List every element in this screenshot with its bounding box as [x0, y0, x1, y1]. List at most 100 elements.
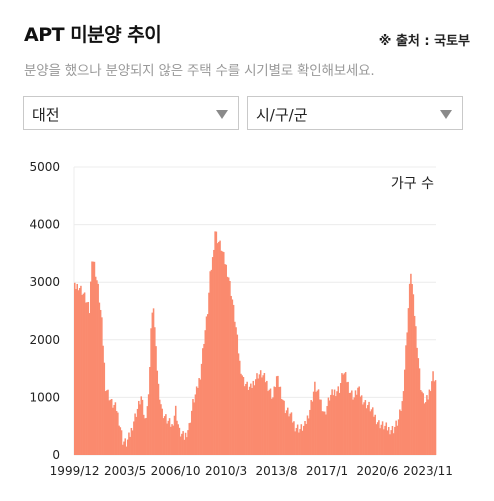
bar — [271, 398, 273, 455]
bar — [162, 418, 165, 455]
bar — [149, 366, 151, 455]
bar — [291, 422, 294, 455]
bar — [290, 412, 293, 455]
bar — [354, 390, 357, 455]
bar — [112, 407, 114, 455]
bar — [259, 370, 262, 455]
bar — [342, 374, 344, 455]
bar — [347, 381, 349, 455]
bar — [99, 309, 102, 455]
bar — [114, 402, 117, 455]
bar — [317, 389, 320, 455]
bar — [257, 378, 259, 455]
bar — [208, 292, 210, 455]
bar — [312, 391, 315, 455]
bar — [376, 422, 379, 455]
bar — [156, 370, 159, 455]
bar — [101, 317, 103, 455]
bar — [330, 394, 332, 455]
bar — [171, 424, 173, 455]
district-select[interactable]: 시/구/군 — [247, 96, 463, 130]
bar — [144, 418, 146, 455]
district-select-value: 시/구/군 — [256, 106, 308, 124]
bar — [427, 399, 429, 455]
bar — [147, 394, 150, 455]
unsold-apartments-chart: 0 1000 2000 3000 4000 5000 1999/12 2003/5 2006/… — [29, 160, 452, 478]
bar — [358, 386, 360, 455]
bar — [155, 346, 157, 455]
bar — [216, 243, 219, 455]
bar — [380, 424, 383, 455]
bar — [197, 387, 199, 455]
chart-grid — [73, 166, 436, 456]
bar — [214, 231, 216, 455]
bar — [307, 418, 310, 455]
bar — [85, 302, 87, 455]
bar — [367, 405, 369, 455]
bar — [82, 293, 85, 455]
bar — [102, 345, 104, 455]
bar — [74, 282, 76, 455]
bar — [88, 313, 91, 455]
bar — [166, 423, 168, 455]
bar — [362, 404, 364, 455]
bar — [397, 419, 400, 455]
bar — [333, 389, 336, 455]
bar — [227, 277, 230, 455]
bar — [351, 390, 353, 455]
bar — [173, 415, 176, 455]
bar — [328, 400, 331, 455]
bar — [219, 240, 221, 455]
bar — [359, 396, 362, 455]
bar — [184, 432, 187, 455]
bar — [428, 389, 431, 455]
x-tick-label: 2020/6 — [356, 464, 398, 478]
bar — [177, 424, 179, 455]
bar — [176, 420, 178, 455]
bar — [298, 432, 300, 455]
bar — [109, 399, 112, 455]
bar — [76, 283, 78, 455]
bar — [429, 391, 432, 455]
bar — [375, 424, 378, 455]
y-tick-label: 0 — [52, 448, 60, 462]
bar — [170, 426, 172, 455]
bar — [160, 404, 162, 455]
bar — [395, 420, 397, 455]
bar — [285, 410, 288, 455]
bar — [274, 387, 277, 455]
y-tick-label: 4000 — [29, 218, 60, 232]
bar — [413, 315, 416, 455]
bar — [125, 446, 128, 455]
region-select[interactable]: 대전 — [23, 96, 239, 130]
bar — [406, 332, 408, 455]
bar — [133, 421, 135, 455]
bar — [198, 378, 200, 455]
bar — [77, 290, 80, 455]
x-tick-label: 2006/10 — [151, 464, 201, 478]
bar — [295, 427, 298, 455]
bar — [412, 294, 415, 455]
bar — [141, 399, 144, 455]
bar — [215, 231, 218, 455]
bar — [256, 373, 258, 455]
bar — [182, 431, 184, 455]
bar — [277, 375, 279, 455]
bar — [189, 422, 192, 455]
bar — [113, 405, 115, 455]
bar — [142, 414, 145, 455]
bar — [140, 396, 143, 455]
bar — [390, 430, 392, 455]
bar — [236, 334, 239, 455]
bar — [192, 399, 194, 455]
bar — [97, 283, 99, 455]
bar — [415, 326, 417, 455]
bar — [75, 289, 77, 455]
bar — [432, 371, 434, 455]
bar — [434, 380, 437, 455]
bar — [86, 302, 88, 455]
bar — [303, 425, 305, 455]
bar — [304, 421, 306, 455]
bar — [357, 387, 359, 455]
bar — [369, 411, 372, 455]
